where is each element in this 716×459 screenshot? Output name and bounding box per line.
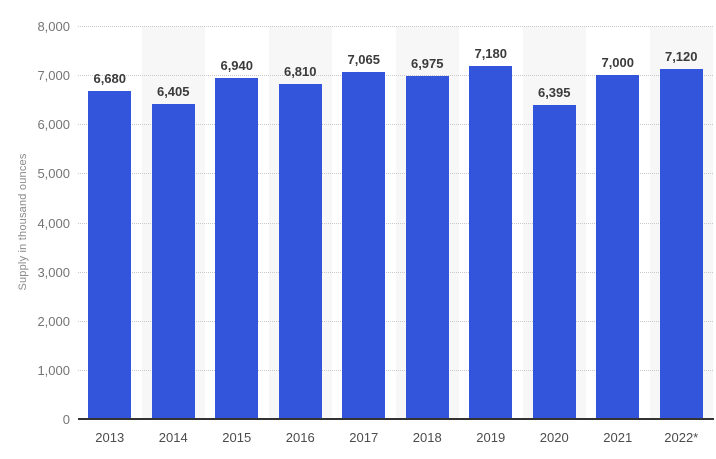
y-tick-label: 8,000 <box>37 19 70 34</box>
x-tick-label: 2017 <box>349 430 379 445</box>
y-tick-label: 5,000 <box>37 166 70 182</box>
x-tick-label: 2022* <box>664 430 699 445</box>
bar-value-label: 6,395 <box>537 85 571 100</box>
bar-value-label: 7,000 <box>601 55 635 70</box>
bar-value-label: 7,120 <box>664 49 698 64</box>
bar <box>151 104 195 419</box>
bar-value-label: 7,180 <box>474 46 508 61</box>
bar <box>215 78 259 419</box>
gridline <box>78 222 713 224</box>
y-tick-label: 2,000 <box>37 313 70 329</box>
x-tick-label: 2018 <box>412 430 442 445</box>
bar <box>405 76 449 419</box>
x-tick-label: 2013 <box>95 430 125 445</box>
y-tick-label: 1,000 <box>37 362 70 378</box>
bar-value-label: 6,810 <box>283 64 317 79</box>
bar <box>342 72 386 419</box>
x-tick-label: 2016 <box>285 430 315 445</box>
x-tick-label: 2019 <box>476 430 506 445</box>
x-tick-label: 2014 <box>158 430 188 445</box>
bar-value-label: 7,065 <box>347 52 381 67</box>
bar <box>596 75 640 419</box>
gridline <box>78 75 713 77</box>
gridline <box>78 124 713 126</box>
plot-area: 6,680 6,405 6,940 6,810 7,065 6,975 7,180 6,395… <box>78 26 713 419</box>
gridline <box>78 369 713 371</box>
bar-value-label: 6,405 <box>156 84 190 99</box>
bar <box>532 105 576 419</box>
x-tick-label: 2020 <box>539 430 569 445</box>
y-tick-label: 4,000 <box>37 215 70 231</box>
bar-value-label: 6,975 <box>410 56 444 71</box>
x-tick-label: 2015 <box>222 430 252 445</box>
bar <box>88 91 132 419</box>
x-tick-label: 2021 <box>603 430 633 445</box>
gridline <box>78 173 713 175</box>
bar-value-label: 6,680 <box>93 71 127 86</box>
bar <box>278 84 322 419</box>
bar <box>659 69 703 419</box>
y-tick-label: 3,000 <box>37 264 70 280</box>
gridline <box>78 271 713 273</box>
x-axis-baseline <box>78 418 714 420</box>
gridline <box>78 26 713 27</box>
bar-value-label: 6,940 <box>220 58 254 73</box>
y-tick-label: 7,000 <box>37 68 70 84</box>
y-tick-label: 0 <box>62 412 70 427</box>
y-tick-label: 6,000 <box>37 117 70 133</box>
gridline <box>78 320 713 322</box>
bar <box>469 66 513 419</box>
